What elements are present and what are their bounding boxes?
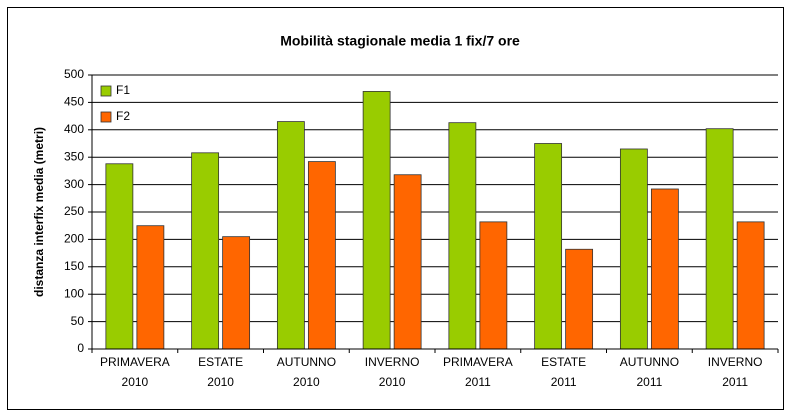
legend-label: F2 bbox=[116, 109, 130, 123]
bar bbox=[736, 221, 765, 350]
y-tick-label: 350 bbox=[64, 149, 84, 163]
bar bbox=[136, 225, 165, 350]
y-tick-label: 500 bbox=[64, 67, 84, 81]
bar bbox=[619, 148, 648, 350]
x-tick-label: ESTATE 2010 bbox=[198, 355, 243, 389]
y-tick-label: 150 bbox=[64, 259, 84, 273]
bar bbox=[705, 128, 734, 350]
chart-title: Mobilità stagionale media 1 fix/7 ore bbox=[280, 33, 520, 49]
bar bbox=[222, 236, 251, 350]
x-tick-label: ESTATE 2011 bbox=[541, 355, 586, 389]
legend-label: F1 bbox=[116, 83, 130, 97]
x-tick-label: INVERNO 2011 bbox=[708, 355, 763, 389]
bar bbox=[307, 161, 336, 350]
y-tick-label: 200 bbox=[64, 232, 84, 246]
bar bbox=[448, 122, 477, 350]
bar bbox=[191, 152, 220, 350]
x-tick-label: AUTUNNO 2011 bbox=[620, 355, 679, 389]
bar bbox=[650, 188, 679, 350]
bar bbox=[534, 143, 563, 350]
y-tick-label: 250 bbox=[64, 204, 84, 218]
y-axis-label: distanza interfix media (metri) bbox=[32, 127, 46, 297]
y-tick-label: 300 bbox=[64, 177, 84, 191]
bar bbox=[479, 221, 508, 350]
y-tick-label: 450 bbox=[64, 95, 84, 109]
y-tick-label: 50 bbox=[71, 314, 85, 328]
x-tick-label: PRIMAVERA 2011 bbox=[443, 355, 513, 389]
bar bbox=[393, 174, 422, 350]
bar bbox=[276, 121, 305, 350]
bar bbox=[565, 248, 594, 350]
legend-swatch bbox=[100, 85, 112, 97]
x-tick-label: PRIMAVERA 2010 bbox=[100, 355, 170, 389]
legend-swatch bbox=[100, 111, 112, 123]
bar bbox=[362, 91, 391, 350]
y-tick-label: 0 bbox=[77, 341, 84, 355]
x-tick-label: INVERNO 2010 bbox=[365, 355, 420, 389]
bar bbox=[105, 163, 134, 350]
y-tick-label: 400 bbox=[64, 122, 84, 136]
x-tick-label: AUTUNNO 2010 bbox=[277, 355, 336, 389]
y-tick-label: 100 bbox=[64, 286, 84, 300]
